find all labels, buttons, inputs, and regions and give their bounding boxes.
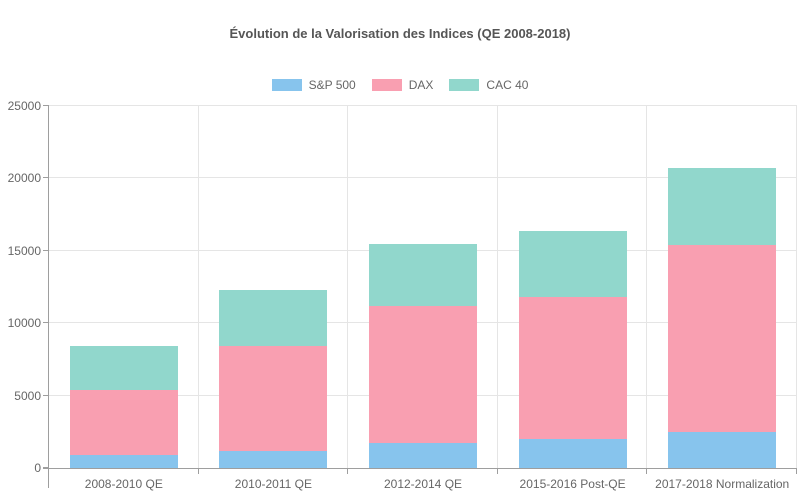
- y-tick-label: 10000: [7, 316, 41, 331]
- gridline-vertical: [646, 106, 648, 468]
- y-tick-label: 5000: [14, 388, 41, 403]
- bar-segment-dax[interactable]: [69, 389, 178, 455]
- bar-segment-s-p-500[interactable]: [69, 454, 178, 468]
- x-tick-label: 2008-2010 QE: [84, 477, 163, 491]
- gridline-horizontal: [49, 105, 797, 106]
- gridline-horizontal: [49, 177, 797, 179]
- legend-swatch-s-p-500: [271, 79, 302, 91]
- bar-segment-s-p-500[interactable]: [369, 443, 477, 468]
- y-tick-label: 0: [34, 461, 41, 475]
- y-axis-tick: [43, 177, 49, 179]
- x-axis-tick: [197, 468, 199, 474]
- legend-label: CAC 40: [486, 78, 529, 92]
- legend-swatch-cac-40: [449, 79, 480, 91]
- bar-segment-s-p-500[interactable]: [219, 450, 328, 468]
- y-tick-label: 15000: [7, 243, 41, 258]
- y-axis-tick: [43, 394, 49, 396]
- legend-item-cac-40[interactable]: CAC 40: [449, 78, 528, 92]
- y-axis-line: [48, 106, 49, 488]
- x-tick-label: 2015-2016 Post-QE: [519, 477, 626, 491]
- legend-label: DAX: [408, 78, 434, 92]
- bar-segment-dax[interactable]: [668, 245, 777, 432]
- x-axis-tick: [496, 468, 498, 474]
- gridline-vertical: [197, 106, 199, 468]
- bar-segment-cac-40[interactable]: [518, 230, 627, 298]
- bar-segment-dax[interactable]: [369, 305, 477, 444]
- gridline-vertical: [796, 106, 797, 468]
- legend-item-dax[interactable]: DAX: [371, 78, 434, 92]
- x-axis-tick: [796, 468, 797, 474]
- x-tick-label: 2017-2018 Normalization: [655, 477, 790, 491]
- bar-segment-cac-40[interactable]: [369, 243, 477, 306]
- chart-title: Évolution de la Valorisation des Indices…: [229, 26, 571, 41]
- gridline-vertical: [496, 106, 498, 468]
- x-tick-label: 2012-2014 QE: [383, 477, 463, 491]
- legend-label: S&P 500: [308, 78, 356, 92]
- bar-segment-cac-40[interactable]: [668, 168, 777, 245]
- bar-segment-s-p-500[interactable]: [518, 439, 627, 468]
- y-tick-label: 25000: [7, 99, 41, 113]
- bar-segment-cac-40[interactable]: [219, 289, 328, 347]
- x-axis-tick: [347, 468, 349, 474]
- y-axis-tick: [43, 105, 49, 106]
- y-axis-tick: [43, 249, 49, 251]
- bar-segment-cac-40[interactable]: [69, 346, 178, 390]
- y-tick-label: 20000: [7, 171, 41, 186]
- y-axis-tick: [43, 322, 49, 324]
- legend-item-s-p-500[interactable]: S&P 500: [271, 78, 356, 92]
- bar-segment-dax[interactable]: [518, 297, 627, 440]
- legend-swatch-dax: [371, 79, 402, 91]
- bar-segment-dax[interactable]: [219, 346, 328, 451]
- bar-segment-s-p-500[interactable]: [668, 431, 777, 468]
- x-axis-line: [43, 468, 797, 469]
- x-tick-label: 2010-2011 QE: [234, 477, 312, 491]
- legend: S&P 500 DAX CAC 40: [0, 78, 800, 92]
- gridline-vertical: [347, 106, 349, 468]
- y-axis-tick: [43, 467, 49, 468]
- x-axis-tick: [646, 468, 648, 474]
